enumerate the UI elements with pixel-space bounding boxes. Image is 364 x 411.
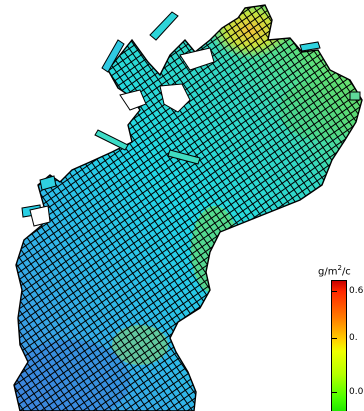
land-cutouts [29,47,215,227]
color-scale-bar [331,280,347,411]
scale-tick-top [331,291,337,292]
scale-label-mid: 0. [349,333,358,343]
scale-tick-low [331,392,337,393]
unit-superscript: 2 [337,264,342,272]
unit-rest: /c [341,266,351,278]
scale-label-low: 0.0 [349,387,364,397]
scale-tick-mid [331,338,337,339]
unit-main: g/m [318,266,338,278]
scale-label-top: 0.6 [349,286,364,296]
legend-unit: g/m2/c [318,264,351,277]
